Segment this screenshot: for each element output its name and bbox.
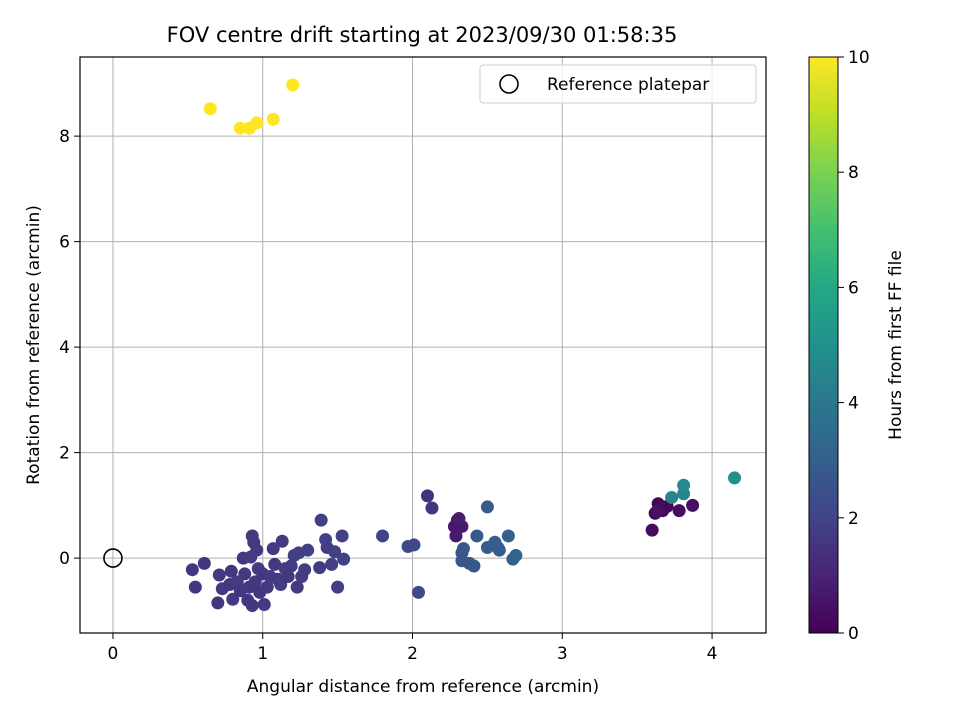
scatter-point	[470, 529, 484, 543]
reference-marker-group	[103, 548, 123, 568]
scatter-point	[250, 543, 264, 557]
plot-frame	[79, 56, 767, 634]
scatter-point	[281, 570, 295, 584]
scatter-point	[268, 557, 282, 571]
plot-background	[80, 57, 766, 633]
scatter-point	[728, 471, 742, 485]
y-tick-label: 4	[59, 338, 70, 358]
scatter-point	[197, 556, 211, 570]
scatter-point	[480, 500, 494, 514]
colorbar-tick-label: 4	[848, 394, 859, 414]
scatter-point	[331, 580, 345, 594]
scatter-point	[645, 523, 659, 537]
scatter-point	[456, 542, 470, 556]
colorbar: 0 2 4 6 8 10 Hours from first FF file	[808, 48, 906, 644]
scatter-point	[250, 116, 264, 130]
scatter-point	[203, 102, 217, 116]
scatter-point	[266, 542, 280, 556]
scatter-point	[665, 490, 679, 504]
y-axis-ticks: 0 2 4 6 8	[59, 127, 80, 569]
chart-title: FOV centre drift starting at 2023/09/30 …	[167, 23, 678, 47]
legend: Reference platepar	[479, 64, 757, 104]
scatter-point	[238, 567, 252, 581]
x-tick-label: 2	[407, 644, 418, 664]
scatter-point	[452, 512, 466, 526]
legend-entry-reference: Reference platepar	[547, 75, 709, 95]
scatter-point	[275, 534, 289, 548]
x-tick-label: 1	[257, 644, 268, 664]
scatter-point	[301, 543, 315, 557]
y-axis-label: Rotation from reference (arcmin)	[24, 205, 44, 485]
scatter-point	[226, 592, 240, 606]
scatter-point	[266, 112, 280, 126]
scatter-point	[467, 559, 481, 573]
scatter-point	[257, 598, 271, 612]
scatter-point	[212, 568, 226, 582]
colorbar-ticks: 0 2 4 6 8 10	[838, 48, 870, 644]
scatter-point	[686, 498, 700, 512]
scatter-point	[412, 585, 426, 599]
colorbar-gradient	[808, 56, 839, 634]
x-tick-label: 0	[108, 644, 119, 664]
scatter-point	[245, 599, 259, 613]
scatter-point	[337, 552, 351, 566]
scatter-point	[449, 529, 463, 543]
plot-area: 0 1 2 3 4 0 2 4 6 8	[59, 56, 767, 664]
scatter-point	[188, 580, 202, 594]
legend-reference-marker	[499, 74, 519, 94]
scatter-point	[298, 563, 312, 577]
scatter-point	[420, 489, 434, 503]
y-tick-label: 0	[59, 549, 70, 569]
scatter-point	[376, 529, 390, 543]
grid-lines	[80, 57, 766, 633]
scatter-point	[233, 121, 247, 135]
colorbar-tick-label: 10	[848, 48, 870, 68]
scatter-point	[650, 505, 664, 519]
scatter-point	[492, 543, 506, 557]
scatter-point	[314, 513, 328, 527]
y-tick-label: 8	[59, 127, 70, 147]
scatter-point	[284, 559, 298, 573]
scatter-point	[425, 501, 439, 515]
scatter-point	[290, 580, 304, 594]
scatter-point	[224, 564, 238, 578]
scatter-point	[509, 548, 523, 562]
scatter-point	[407, 538, 421, 552]
scatter-point	[313, 561, 327, 575]
scatter-point	[335, 529, 349, 543]
scatter-point	[211, 596, 225, 610]
data-points	[185, 78, 742, 613]
colorbar-tick-label: 2	[848, 509, 859, 529]
scatter-point	[672, 504, 686, 518]
scatter-point	[325, 557, 339, 571]
y-tick-label: 6	[59, 233, 70, 253]
reference-platepar-marker	[103, 548, 123, 568]
legend-box	[479, 64, 757, 104]
x-axis-ticks: 0 1 2 3 4	[108, 633, 718, 664]
x-tick-label: 3	[557, 644, 568, 664]
x-tick-label: 4	[707, 644, 718, 664]
colorbar-label: Hours from first FF file	[886, 250, 906, 440]
y-tick-label: 2	[59, 444, 70, 464]
scatter-point	[185, 563, 199, 577]
scatter-point	[501, 529, 515, 543]
x-axis-label: Angular distance from reference (arcmin)	[247, 677, 599, 697]
scatter-point	[286, 78, 300, 92]
scatter-point	[328, 545, 342, 559]
colorbar-tick-label: 8	[848, 163, 859, 183]
scatter-point	[677, 478, 691, 492]
colorbar-tick-label: 6	[848, 278, 859, 298]
scatter-point	[260, 580, 274, 594]
colorbar-tick-label: 0	[848, 624, 859, 644]
